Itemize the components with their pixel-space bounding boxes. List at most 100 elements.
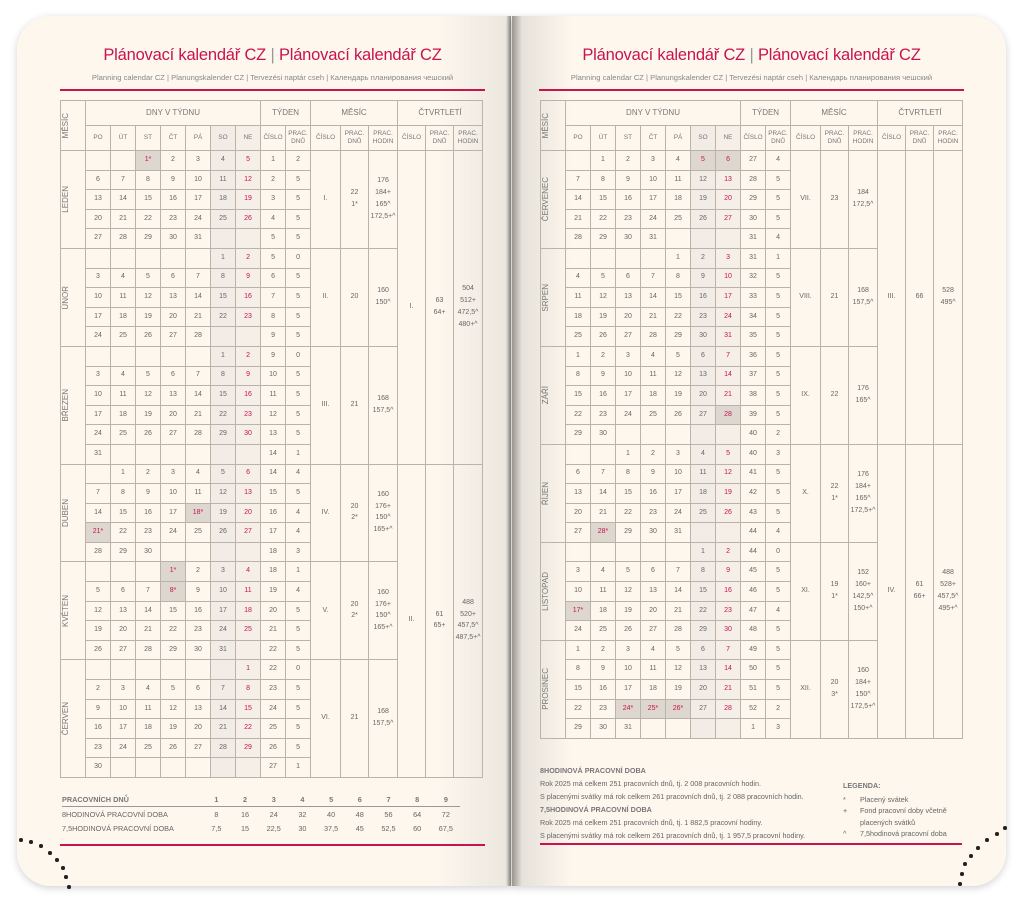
empty-day-cell xyxy=(85,150,111,171)
note-heading: 7,5HODINOVÁ PRACOVNÍ DOBA xyxy=(540,805,652,814)
day-cell: 23 xyxy=(135,522,161,543)
day-cell: 11 xyxy=(640,365,666,387)
day-cell: 22 xyxy=(110,522,136,543)
day-cell: 30 xyxy=(185,639,211,661)
empty-day-cell xyxy=(714,522,742,543)
week-number: 34 xyxy=(740,306,767,328)
day-cell: 2 xyxy=(714,541,742,563)
day-cell: 10 xyxy=(85,385,111,406)
week-number: 1 xyxy=(260,150,287,171)
week-workdays: 4 xyxy=(765,228,792,249)
divider xyxy=(60,844,485,846)
month-hours: 176 184+ 165^ 172,5+^ xyxy=(848,443,879,543)
day-cell: 3 xyxy=(665,443,691,465)
week-workdays: 5 xyxy=(765,306,792,328)
summary-value: 32 xyxy=(298,809,307,819)
day-cell: 25* xyxy=(640,698,666,720)
day-cell: 14 xyxy=(714,365,742,387)
summary-header-label: PRACOVNÍCH DNŮ xyxy=(62,792,202,807)
week-number: 35 xyxy=(740,326,767,347)
month-workdays: 20 2* xyxy=(340,561,370,661)
weekday-header: ČT xyxy=(640,125,666,151)
day-cell: 17 xyxy=(110,718,136,739)
day-cell: 17 xyxy=(160,502,186,524)
summary-column-header: 1 xyxy=(202,792,231,807)
day-cell: 11 xyxy=(110,385,136,406)
day-cell: 16 xyxy=(640,483,666,504)
day-cell: 24 xyxy=(565,620,591,641)
day-cell: 17 xyxy=(615,385,641,406)
summary-value: 45 xyxy=(355,823,364,833)
cell-line: 172,5+^ xyxy=(850,506,876,514)
day-cell: 26 xyxy=(160,737,186,759)
month-name-cell: ZÁŘÍ xyxy=(540,345,566,445)
weekday-header: ÚT xyxy=(590,125,616,151)
cell-line: 176+ xyxy=(375,600,391,608)
day-cell: 4 xyxy=(210,150,236,171)
week-row: 30 27 1 xyxy=(61,757,483,778)
week-number: 40 xyxy=(740,424,767,445)
week-number: 27 xyxy=(260,757,287,778)
day-cell: 23 xyxy=(590,698,616,720)
week-number: 2 xyxy=(260,169,287,191)
week-workdays: 3 xyxy=(765,443,792,465)
day-cell: 19 xyxy=(234,189,262,210)
day-cell: 1 xyxy=(110,463,136,485)
header-row: PO ÚT ST ČT PÁ SO NE ČÍSLO PRAC. DNŮ ČÍSLO PRAC. D… xyxy=(61,125,484,151)
day-cell: 8 xyxy=(565,365,591,387)
empty-day-cell xyxy=(185,659,211,681)
day-cell: 5 xyxy=(210,463,236,485)
day-cell: 19 xyxy=(160,718,186,739)
week-number: 37 xyxy=(740,365,767,387)
day-cell: 10 xyxy=(110,698,136,720)
month-name-cell: KVĚTEN xyxy=(60,561,86,661)
day-cell: 19 xyxy=(665,385,691,406)
day-cell: 27 xyxy=(640,620,666,641)
week-number: 10 xyxy=(260,365,287,387)
day-cell: 28 xyxy=(135,639,161,661)
week-number: 30 xyxy=(740,208,767,230)
day-cell: 23 xyxy=(615,208,641,230)
day-cell: 27 xyxy=(615,326,641,347)
week-row: 14 15 16 17 18* 19 20 16 4 xyxy=(61,502,483,524)
day-cell: 12 xyxy=(135,287,161,308)
month-header-label: MĚSÍC xyxy=(541,112,550,139)
week-number: 32 xyxy=(740,267,767,289)
day-cell: 6 xyxy=(690,345,716,367)
empty-day-cell xyxy=(160,757,186,778)
column-header-number: ČÍSLO xyxy=(877,125,907,151)
day-cell: 10 xyxy=(615,365,641,387)
note-line: Rok 2025 má celkem 251 pracovních dnů, t… xyxy=(540,779,761,788)
day-cell: 15 xyxy=(135,189,161,210)
legend-item: + Fond pracovní doby včetně placených svá… xyxy=(843,805,960,828)
week-row: 3 4 5 6 7 8 9 45 5 xyxy=(541,561,963,583)
cell-line: 488 xyxy=(942,569,954,577)
empty-day-cell xyxy=(110,443,136,465)
empty-day-cell xyxy=(234,228,262,249)
empty-day-cell xyxy=(640,247,666,269)
week-row: 31 14 1 xyxy=(61,443,483,465)
month-workdays: 22 1* xyxy=(820,443,850,543)
day-cell: 24 xyxy=(665,502,691,524)
dot xyxy=(976,846,980,850)
quarter-workdays: 63 64+ xyxy=(425,150,455,465)
empty-day-cell xyxy=(185,443,211,465)
day-cell: 22 xyxy=(234,718,262,739)
day-cell: 28 xyxy=(210,737,236,759)
week-number: 18 xyxy=(260,541,287,563)
cell-line: 157,5^ xyxy=(372,406,394,414)
weekday-header: PÁ xyxy=(185,125,211,151)
day-cell: 2 xyxy=(234,247,262,269)
month-hours: 176 184+ 165^ 172,5+^ xyxy=(368,150,399,249)
month-number: I. xyxy=(310,150,342,249)
day-cell: 21 xyxy=(714,679,742,700)
day-cell: 26 xyxy=(615,620,641,641)
day-cell: 15 xyxy=(665,287,691,308)
empty-day-cell xyxy=(185,247,211,269)
weekday-header: ST xyxy=(615,125,641,151)
empty-day-cell xyxy=(234,757,262,778)
month-name: LEDEN xyxy=(61,186,70,213)
week-workdays: 5 xyxy=(285,620,312,641)
day-cell: 25 xyxy=(234,620,262,641)
header-row: MĚSÍC DNY V TÝDNU TÝDEN MĚSÍC ČTVRTLETÍ xyxy=(540,100,964,151)
